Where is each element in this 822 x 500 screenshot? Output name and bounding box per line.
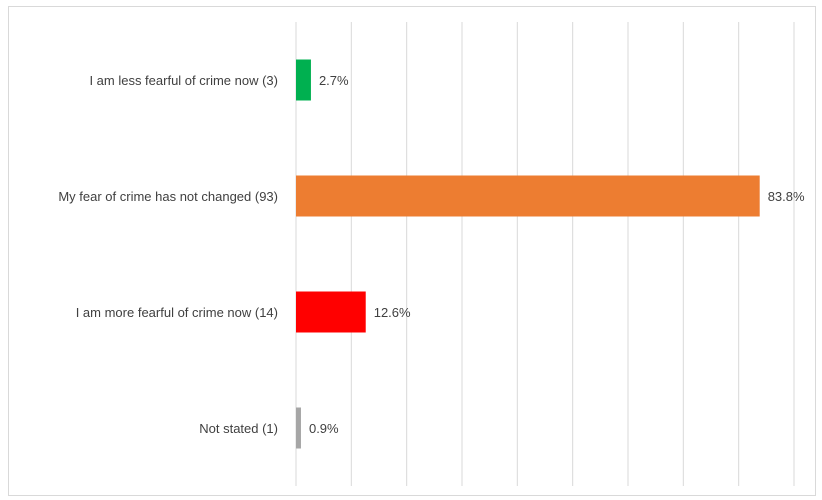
bars: [296, 59, 760, 449]
chart-frame: [8, 6, 816, 496]
gridlines: [295, 22, 795, 486]
data-label: 83.8%: [768, 189, 805, 204]
bar: [296, 407, 301, 449]
bar: [296, 291, 366, 333]
data-label: 2.7%: [319, 73, 349, 88]
data-label: 12.6%: [374, 305, 411, 320]
data-labels: 2.7% 83.8% 12.6% 0.9%: [309, 73, 805, 436]
bar: [296, 175, 760, 217]
data-label: 0.9%: [309, 421, 339, 436]
category-label: Not stated (1): [199, 421, 278, 436]
category-label: I am less fearful of crime now (3): [89, 73, 278, 88]
bar: [296, 59, 311, 101]
category-label: I am more fearful of crime now (14): [76, 305, 278, 320]
category-label: My fear of crime has not changed (93): [58, 189, 278, 204]
category-labels: I am less fearful of crime now (3) My fea…: [58, 73, 278, 436]
